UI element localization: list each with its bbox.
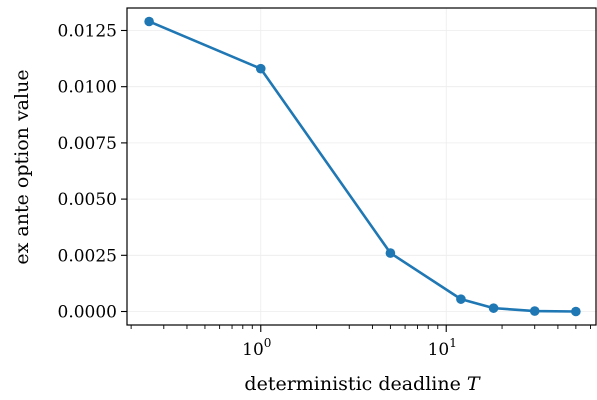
x-axis-label: deterministic deadline T xyxy=(244,373,481,395)
axis-ticks: 0.0000 0.0025 0.0050 0.0075 0.0100 0.0125 100 1… xyxy=(58,21,592,360)
y-tick-label: 0.0075 xyxy=(58,134,117,154)
y-tick-label: 0.0025 xyxy=(58,246,117,266)
data-point xyxy=(529,306,540,316)
data-point xyxy=(255,63,266,74)
y-tick-label: 0.0125 xyxy=(58,21,117,41)
y-tick-label: 0.0100 xyxy=(58,78,117,98)
data-point xyxy=(456,294,466,304)
grid-lines xyxy=(127,8,597,325)
data-point xyxy=(385,248,396,258)
series-layer xyxy=(144,16,581,317)
y-axis-label: ex ante option value xyxy=(11,69,33,264)
x-tick-label: 101 xyxy=(428,336,457,360)
x-tick-label: 100 xyxy=(242,336,271,360)
data-point xyxy=(488,303,499,313)
data-point xyxy=(571,306,581,317)
series-line xyxy=(148,20,576,313)
data-point xyxy=(144,16,154,27)
y-tick-label: 0.0050 xyxy=(58,190,117,210)
y-tick-label: 0.0000 xyxy=(58,303,117,323)
plot-frame xyxy=(126,7,597,326)
